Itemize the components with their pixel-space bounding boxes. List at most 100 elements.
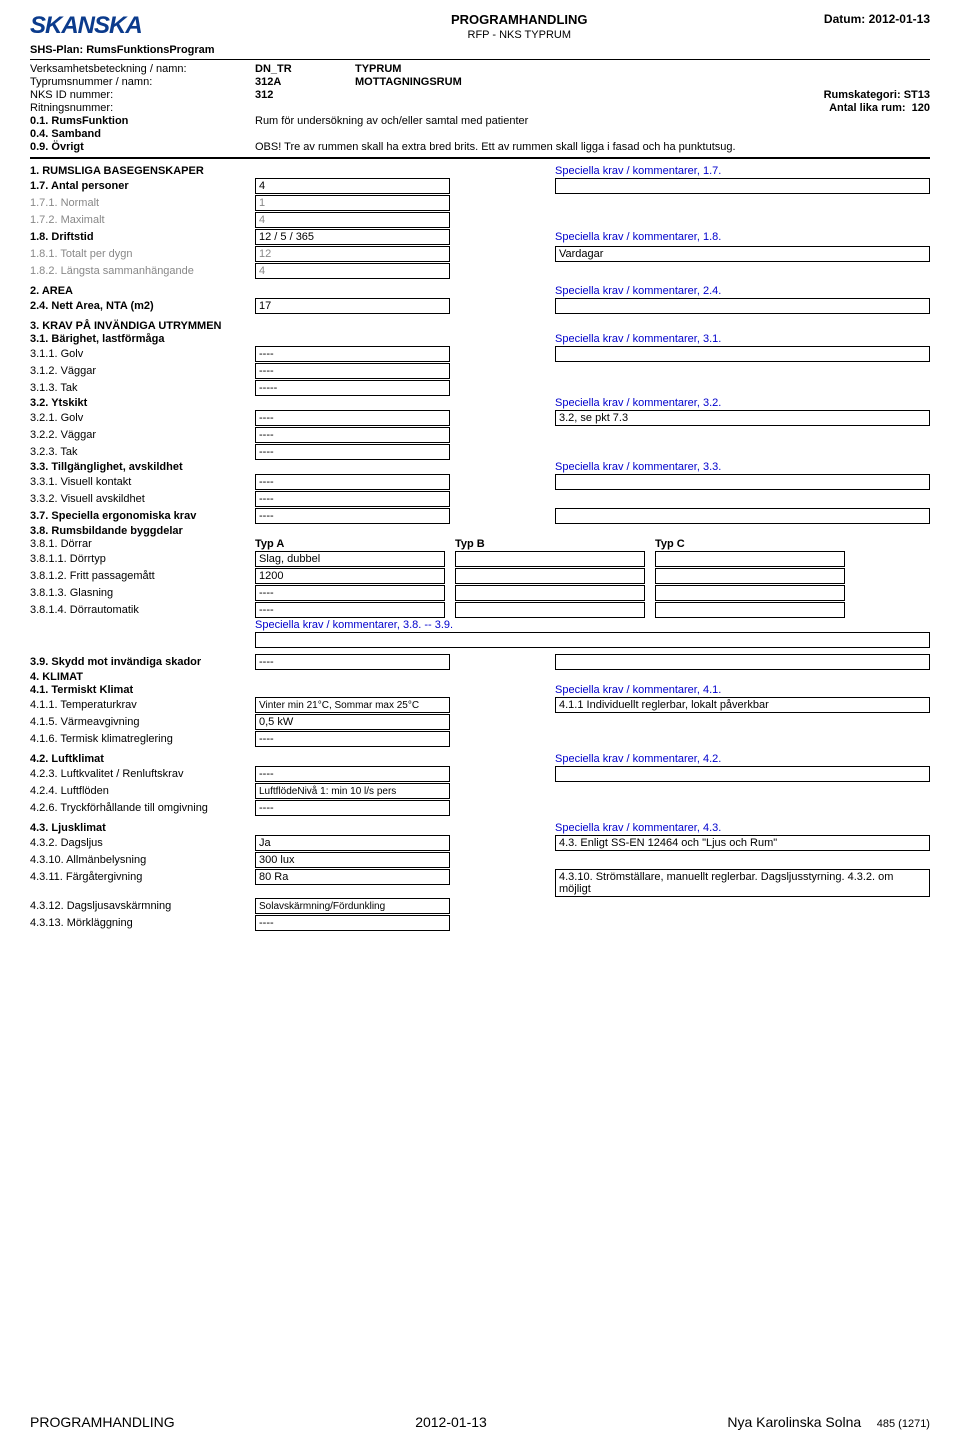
heading-38: 3.8. Rumsbildande byggdelar <box>30 525 930 537</box>
label-322: 3.2.2. Väggar <box>30 429 255 441</box>
label-3814: 3.8.1.4. Dörrautomatik <box>30 604 255 616</box>
value-24: 17 <box>255 298 450 314</box>
comment-label-31: Speciella krav / kommentarer, 3.1. <box>555 333 930 345</box>
value-416: ---- <box>255 731 450 747</box>
value-321: ---- <box>255 410 450 426</box>
antal-lika-label: Antal lika rum: <box>829 102 905 114</box>
typ-c-header: Typ C <box>655 538 845 550</box>
value-411: Vinter min 21°C, Sommar max 25°C <box>255 697 450 713</box>
value-3813c <box>655 585 845 601</box>
comment-41: 4.1.1 Individuellt reglerbar, lokalt påv… <box>555 697 930 713</box>
comment-31 <box>555 346 930 362</box>
value-3814c <box>655 602 845 618</box>
value-3812a: 1200 <box>255 568 445 584</box>
heading-39: 3.9. Skydd mot invändiga skador <box>30 656 255 668</box>
label-3812: 3.8.1.2. Fritt passagemått <box>30 570 255 582</box>
value-4312: Solavskärmning/Fördunkling <box>255 898 450 914</box>
comment-33 <box>555 474 930 490</box>
comment-17 <box>555 178 930 194</box>
label-411: 4.1.1. Temperaturkrav <box>30 699 255 711</box>
value-4313: ---- <box>255 915 450 931</box>
section-4-heading: 4. KLIMAT <box>30 671 930 683</box>
section-2-heading: 2. AREA <box>30 285 255 297</box>
ovrigt-label: 0.9. Övrigt <box>30 141 255 153</box>
datum-label: Datum: <box>824 12 865 26</box>
rumsfunktion-value: Rum för undersökning av och/eller samtal… <box>255 115 930 127</box>
shs-plan: SHS-Plan: RumsFunktionsProgram <box>30 44 215 56</box>
comment-43b: 4.3.10. Strömställare, manuellt reglerba… <box>555 869 930 897</box>
value-332: ---- <box>255 491 450 507</box>
meta-label: Ritningsnummer: <box>30 102 255 114</box>
comment-label-18: Speciella krav / kommentarer, 1.8. <box>555 231 930 243</box>
heading-33: 3.3. Tillgänglighet, avskildhet <box>30 461 255 473</box>
heading-42: 4.2. Luftklimat <box>30 753 255 765</box>
value-331: ---- <box>255 474 450 490</box>
comment-label-17: Speciella krav / kommentarer, 1.7. <box>555 165 930 177</box>
footer-right: Nya Karolinska Solna <box>727 1414 861 1430</box>
value-311: ---- <box>255 346 450 362</box>
label-415: 4.1.5. Värmeavgivning <box>30 716 255 728</box>
heading-37: 3.7. Speciella ergonomiska krav <box>30 510 255 522</box>
comment-38 <box>255 632 930 648</box>
value-313: ----- <box>255 380 450 396</box>
label-331: 3.3.1. Visuell kontakt <box>30 476 255 488</box>
meta-val: TYPRUM <box>355 63 615 75</box>
label-3813: 3.8.1.3. Glasning <box>30 587 255 599</box>
value-181: 12 <box>255 246 450 262</box>
logo: SKANSKA <box>30 12 215 40</box>
value-424: LuftflödeNivå 1: min 10 l/s pers <box>255 783 450 799</box>
meta-label: NKS ID nummer: <box>30 89 255 101</box>
value-39: ---- <box>255 654 450 670</box>
meta-val: 312A <box>255 76 355 88</box>
value-322: ---- <box>255 427 450 443</box>
value-172: 4 <box>255 212 450 228</box>
doc-subtitle: RFP - NKS TYPRUM <box>215 29 824 41</box>
value-3812b <box>455 568 645 584</box>
comment-32: 3.2, se pkt 7.3 <box>555 410 930 426</box>
value-3813a: ---- <box>255 585 445 601</box>
comment-24 <box>555 298 930 314</box>
label-4313: 4.3.13. Mörkläggning <box>30 917 255 929</box>
comment-37 <box>555 508 930 524</box>
label-18: 1.8. Driftstid <box>30 231 255 243</box>
value-3813b <box>455 585 645 601</box>
value-3811b <box>455 551 645 567</box>
doc-title: PROGRAMHANDLING <box>215 12 824 27</box>
typ-b-header: Typ B <box>455 538 645 550</box>
label-321: 3.2.1. Golv <box>30 412 255 424</box>
value-4311: 80 Ra <box>255 869 450 885</box>
value-3811c <box>655 551 845 567</box>
comment-label-38: Speciella krav / kommentarer, 3.8. -- 3.… <box>255 619 930 631</box>
footer-center: 2012-01-13 <box>415 1414 487 1430</box>
comment-39 <box>555 654 930 670</box>
label-181: 1.8.1. Totalt per dygn <box>30 248 255 260</box>
comment-label-42: Speciella krav / kommentarer, 4.2. <box>555 753 930 765</box>
samband-label: 0.4. Samband <box>30 128 255 140</box>
label-381: 3.8.1. Dörrar <box>30 538 255 550</box>
section-1-heading: 1. RUMSLIGA BASEGENSKAPER <box>30 165 255 177</box>
value-312: ---- <box>255 363 450 379</box>
value-17: 4 <box>255 178 450 194</box>
label-17: 1.7. Antal personer <box>30 180 255 192</box>
typ-a-header: Typ A <box>255 538 445 550</box>
label-312: 3.1.2. Väggar <box>30 365 255 377</box>
label-4311: 4.3.11. Färgåtergivning <box>30 871 255 883</box>
meta-label: Typrumsnummer / namn: <box>30 76 255 88</box>
value-415: 0,5 kW <box>255 714 450 730</box>
label-3811: 3.8.1.1. Dörrtyp <box>30 553 255 565</box>
heading-31: 3.1. Bärighet, lastförmåga <box>30 333 255 345</box>
comment-label-43: Speciella krav / kommentarer, 4.3. <box>555 822 930 834</box>
rumskategori-label: Rumskategori: <box>824 89 901 101</box>
value-182: 4 <box>255 263 450 279</box>
label-416: 4.1.6. Termisk klimatreglering <box>30 733 255 745</box>
meta-val: 312 <box>255 89 355 101</box>
value-171: 1 <box>255 195 450 211</box>
meta-val: MOTTAGNINGSRUM <box>355 76 615 88</box>
page-footer: PROGRAMHANDLING 2012-01-13 Nya Karolinsk… <box>30 1414 930 1430</box>
value-18: 12 / 5 / 365 <box>255 229 450 245</box>
value-37: ---- <box>255 508 450 524</box>
label-424: 4.2.4. Luftflöden <box>30 785 255 797</box>
heading-32: 3.2. Ytskikt <box>30 397 255 409</box>
value-423: ---- <box>255 766 450 782</box>
comment-43a: 4.3. Enligt SS-EN 12464 och "Ljus och Ru… <box>555 835 930 851</box>
